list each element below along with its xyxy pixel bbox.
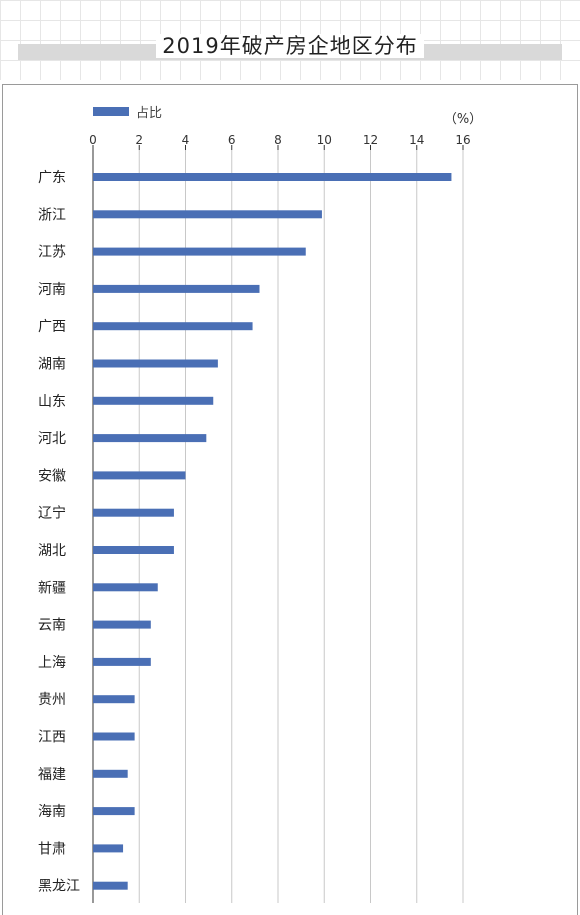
bar xyxy=(93,657,151,666)
category-label: 贵州 xyxy=(38,692,66,708)
category-label: 河北 xyxy=(38,431,66,447)
category-label: 江西 xyxy=(38,730,66,746)
category-label: 广西 xyxy=(38,319,66,335)
x-tick-label: 8 xyxy=(274,133,282,147)
x-tick-label: 12 xyxy=(363,133,378,147)
category-label: 福建 xyxy=(38,767,66,783)
bar xyxy=(93,508,174,517)
unit-label: （%） xyxy=(444,112,482,127)
category-label: 黑龙江 xyxy=(38,879,80,895)
bar xyxy=(93,807,135,816)
legend-label: 占比 xyxy=(136,106,162,121)
category-labels: 广东浙江江苏河南广西湖南山东河北安徽辽宁湖北新疆云南上海贵州江西福建海南甘肃黑龙… xyxy=(38,170,80,895)
page-title: 2019年破产房企地区分布 xyxy=(0,30,580,60)
category-label: 云南 xyxy=(38,618,66,634)
x-axis-ticks: 0 2 4 6 8 10 12 14 16 xyxy=(89,133,471,150)
x-tick-label: 0 xyxy=(89,133,97,147)
bar xyxy=(93,620,151,629)
x-tick-label: 16 xyxy=(455,133,470,147)
category-label: 江苏 xyxy=(38,245,66,261)
bar xyxy=(93,284,260,293)
legend-swatch xyxy=(93,107,129,116)
category-label: 上海 xyxy=(38,655,66,671)
x-tick-label: 4 xyxy=(182,133,190,147)
category-label: 辽宁 xyxy=(38,505,66,522)
bar xyxy=(93,471,186,480)
category-label: 安徽 xyxy=(38,468,66,484)
bar xyxy=(93,769,128,778)
chart-frame xyxy=(2,84,578,915)
category-label: 浙江 xyxy=(38,207,66,223)
category-label: 山东 xyxy=(38,394,66,410)
bar xyxy=(93,844,124,853)
category-label: 河南 xyxy=(38,282,66,298)
bar xyxy=(93,210,322,219)
category-label: 湖南 xyxy=(38,357,66,373)
bar xyxy=(93,881,128,890)
bars xyxy=(93,173,452,890)
bar xyxy=(93,173,452,181)
bar xyxy=(93,732,135,741)
x-tick-label: 2 xyxy=(135,133,143,147)
bar xyxy=(93,583,158,592)
bar xyxy=(93,247,306,256)
bar xyxy=(93,322,253,331)
bar xyxy=(93,359,218,368)
legend: 占比 xyxy=(93,106,162,121)
category-label: 甘肃 xyxy=(38,841,66,857)
category-label: 广东 xyxy=(38,170,66,186)
bar xyxy=(93,396,214,405)
category-label: 海南 xyxy=(38,804,66,820)
x-tick-label: 14 xyxy=(409,133,424,147)
bar xyxy=(93,434,207,443)
category-label: 湖北 xyxy=(38,543,66,559)
bar xyxy=(93,695,135,704)
x-tick-label: 6 xyxy=(228,133,236,147)
bar xyxy=(93,546,174,554)
gridlines xyxy=(92,150,464,903)
category-label: 新疆 xyxy=(38,580,66,596)
x-tick-label: 10 xyxy=(317,133,332,147)
